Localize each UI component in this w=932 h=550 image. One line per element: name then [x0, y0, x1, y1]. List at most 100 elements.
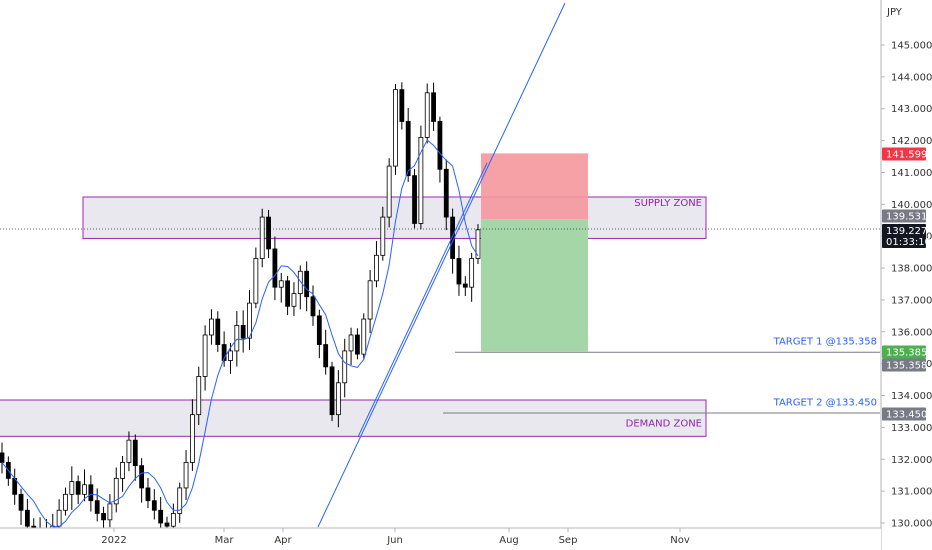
x-tick-label: Sep: [559, 535, 578, 546]
candle: [329, 366, 335, 416]
price-tag-countdown: 01:33:10: [886, 237, 931, 248]
candle: [405, 121, 411, 177]
candle: [158, 509, 164, 524]
candle: [412, 175, 417, 224]
price-axis[interactable]: [881, 0, 932, 550]
price-tag: [882, 345, 926, 359]
y-tick-label: 144.000: [891, 72, 932, 83]
candle: [151, 500, 157, 511]
candle: [469, 258, 475, 288]
candle: [259, 216, 265, 259]
y-tick-label: 137.000: [891, 295, 932, 306]
candle: [418, 137, 424, 224]
candle: [24, 509, 30, 527]
candle: [209, 318, 214, 336]
candle: [291, 293, 297, 307]
candle: [88, 484, 94, 502]
candle: [342, 350, 348, 384]
x-tick-label: 2022: [101, 535, 126, 546]
candle: [380, 216, 386, 256]
candle: [139, 465, 145, 489]
y-tick-label: 133.000: [891, 423, 932, 434]
price-tag-value: 141.599: [886, 150, 927, 161]
candle: [355, 334, 360, 355]
trendline-support[interactable]: [357, 162, 488, 438]
x-tick-label: Jun: [386, 535, 403, 546]
candle: [335, 382, 341, 416]
candle: [63, 493, 68, 511]
candle: [196, 376, 202, 416]
price-tag: [882, 224, 926, 248]
y-tick-label: 141.000: [891, 168, 932, 179]
candle: [310, 296, 316, 317]
candle: [18, 493, 24, 511]
candle: [101, 513, 106, 521]
candle: [437, 121, 443, 170]
take-profit-area[interactable]: [481, 219, 588, 352]
price-tag: [882, 407, 926, 421]
candle: [234, 325, 240, 352]
candle: [304, 270, 310, 298]
candle: [323, 344, 329, 368]
price-tag-value: 135.385: [886, 348, 927, 359]
candle: [113, 477, 119, 505]
demand-zone[interactable]: [0, 399, 707, 437]
candle: [253, 258, 259, 304]
candle: [424, 92, 430, 138]
y-tick-label: 131.000: [891, 487, 932, 498]
candle: [107, 503, 113, 521]
candle: [297, 270, 303, 294]
candle: [56, 509, 62, 527]
supply-zone[interactable]: [82, 196, 707, 239]
candle: [386, 165, 392, 218]
candle: [183, 462, 189, 489]
price-tag-value: 139.531: [886, 212, 927, 223]
target2-label: TARGET 2 @133.450: [773, 398, 877, 409]
candle: [316, 315, 322, 345]
candle: [215, 318, 221, 345]
candle: [361, 318, 367, 355]
price-tag-value: 133.450: [886, 410, 927, 421]
y-tick-label: 132.000: [891, 455, 932, 466]
x-tick-label: Mar: [215, 535, 235, 546]
price-tag-value: 135.358: [886, 361, 927, 372]
candle: [247, 302, 252, 339]
y-tick-label: 130.000: [891, 519, 932, 530]
candle: [431, 92, 436, 122]
price-tag: [882, 209, 926, 223]
x-tick-label: Aug: [499, 535, 519, 546]
y-tick-label: 136.000: [891, 327, 932, 338]
stop-loss-area[interactable]: [481, 153, 588, 220]
candle: [0, 452, 5, 463]
candle: [285, 280, 291, 307]
time-axis[interactable]: [0, 528, 881, 550]
candle: [164, 522, 170, 527]
candle: [374, 254, 379, 282]
candle: [69, 481, 75, 495]
y-tick-label: 134.000: [891, 391, 932, 402]
candle: [443, 168, 449, 218]
candle: [348, 334, 354, 352]
candle: [462, 283, 468, 288]
candle: [272, 248, 278, 288]
candle: [75, 481, 81, 495]
candle: [126, 439, 132, 463]
y-tick-label: 138.000: [891, 264, 932, 275]
x-tick-label: Apr: [274, 535, 292, 546]
candle: [202, 334, 208, 377]
candle: [189, 414, 195, 463]
candle: [240, 325, 246, 339]
candle: [266, 216, 271, 250]
moving-average-line: [1, 139, 479, 528]
candle: [170, 513, 176, 527]
candle: [145, 487, 151, 502]
candle: [456, 258, 462, 285]
supply-zone-label: SUPPLY ZONE: [634, 198, 702, 209]
candle: [278, 280, 284, 288]
candle: [221, 344, 227, 361]
target1-label: TARGET 1 @135.358: [773, 337, 877, 348]
currency-label: JPY: [886, 7, 903, 18]
trendline-steep[interactable]: [317, 2, 566, 528]
